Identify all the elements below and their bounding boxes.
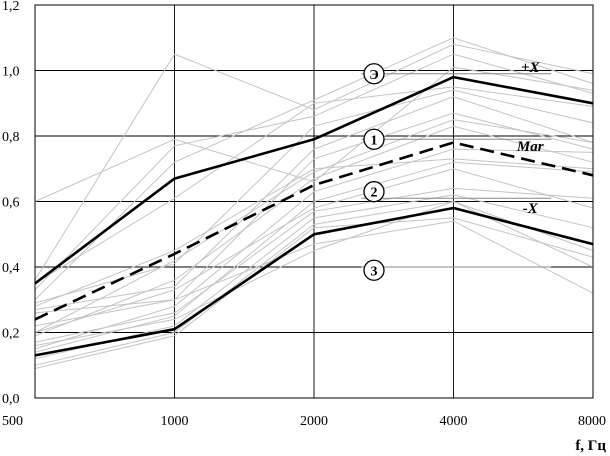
tick-labels: 0,0 0,2 0,4 0,6 0,8 1,0 1,2 500 1000 2000 4000 8000: [2, 0, 606, 429]
y-tick-label: 0,6: [2, 196, 20, 211]
x-tick-label: 2000: [300, 414, 328, 429]
plot-border: [34, 4, 594, 399]
series-plus-x-line: [34, 75, 594, 285]
y-tick-label: 0,2: [2, 327, 20, 342]
y-tick-label: 1,2: [2, 0, 20, 14]
background-series-group: [34, 37, 594, 369]
zone-marker-label: 1: [370, 133, 377, 148]
background-series-line: [34, 86, 594, 284]
y-tick-label: 0,0: [2, 392, 20, 407]
series-annotation: -X: [523, 201, 539, 217]
x-axis-label: f, Гц: [575, 438, 606, 454]
background-series-line: [34, 200, 594, 347]
y-tick-label: 1,0: [2, 65, 20, 80]
main-series-group: [34, 75, 594, 357]
x-tick-label: 500: [2, 414, 23, 429]
background-series-line: [34, 96, 594, 311]
zone-marker-label: Э: [369, 68, 379, 83]
zone-marker-circle: [363, 259, 385, 281]
background-series-line: [34, 217, 594, 369]
zone-lines: [361, 73, 552, 268]
x-tick-label: 1000: [161, 414, 189, 429]
series-annotation: +X: [521, 60, 541, 76]
y-tick-label: 0,4: [2, 261, 20, 276]
background-series-line: [34, 43, 594, 281]
series-annotation: Mar: [516, 139, 544, 155]
background-series-line: [34, 112, 594, 327]
x-tick-label: 4000: [440, 414, 468, 429]
zone-marker-circle: [363, 63, 385, 85]
x-tick-label: 8000: [578, 414, 606, 429]
series-minus-x-line: [34, 206, 594, 357]
background-series-line: [34, 148, 594, 350]
zone-marker-circle: [363, 128, 385, 150]
zone-marker-label: 2: [370, 186, 377, 201]
zone-marker-circle: [363, 181, 385, 203]
background-series-line: [34, 89, 594, 304]
zone-marker-label: 3: [370, 264, 377, 279]
plot-frame: [34, 4, 594, 399]
annotations: +X Mar -X Э 1 2 3: [363, 60, 544, 281]
background-series-line: [34, 125, 594, 337]
y-tick-label: 0,8: [2, 130, 20, 145]
background-series-line: [34, 53, 594, 291]
background-series-line: [34, 158, 594, 307]
background-series-line: [34, 37, 594, 301]
background-series-line: [34, 119, 594, 333]
background-series-line: [34, 200, 594, 366]
background-series-line: [34, 66, 594, 202]
background-series-line: [34, 187, 594, 343]
background-series-line: [34, 168, 594, 333]
